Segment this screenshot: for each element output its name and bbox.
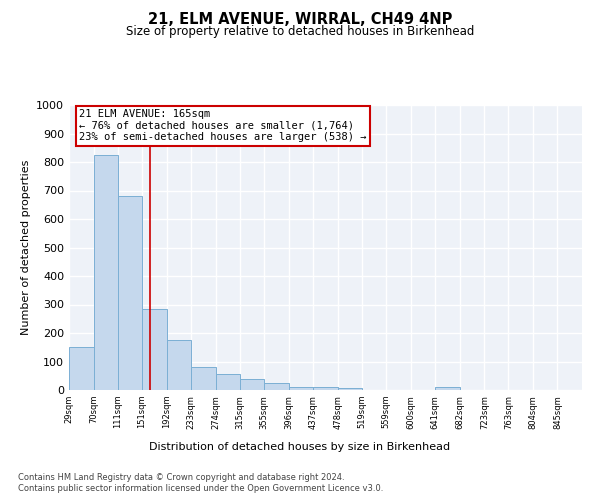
Bar [167,340,191,390]
Bar [94,155,118,390]
Text: 21 ELM AVENUE: 165sqm
← 76% of detached houses are smaller (1,764)
23% of semi-d: 21 ELM AVENUE: 165sqm ← 76% of detached … [79,110,367,142]
Text: Contains public sector information licensed under the Open Government Licence v3: Contains public sector information licen… [18,484,383,493]
Text: 21, ELM AVENUE, WIRRAL, CH49 4NP: 21, ELM AVENUE, WIRRAL, CH49 4NP [148,12,452,28]
Bar [191,367,215,390]
Bar [313,387,338,390]
Text: Size of property relative to detached houses in Birkenhead: Size of property relative to detached ho… [126,25,474,38]
Bar [69,347,94,390]
Bar [436,387,460,390]
Bar [118,196,142,390]
Bar [289,387,313,390]
Bar [215,374,240,390]
Text: Distribution of detached houses by size in Birkenhead: Distribution of detached houses by size … [149,442,451,452]
Text: Contains HM Land Registry data © Crown copyright and database right 2024.: Contains HM Land Registry data © Crown c… [18,472,344,482]
Bar [264,383,289,390]
Bar [240,378,264,390]
Bar [142,309,167,390]
Y-axis label: Number of detached properties: Number of detached properties [20,160,31,335]
Bar [338,388,362,390]
